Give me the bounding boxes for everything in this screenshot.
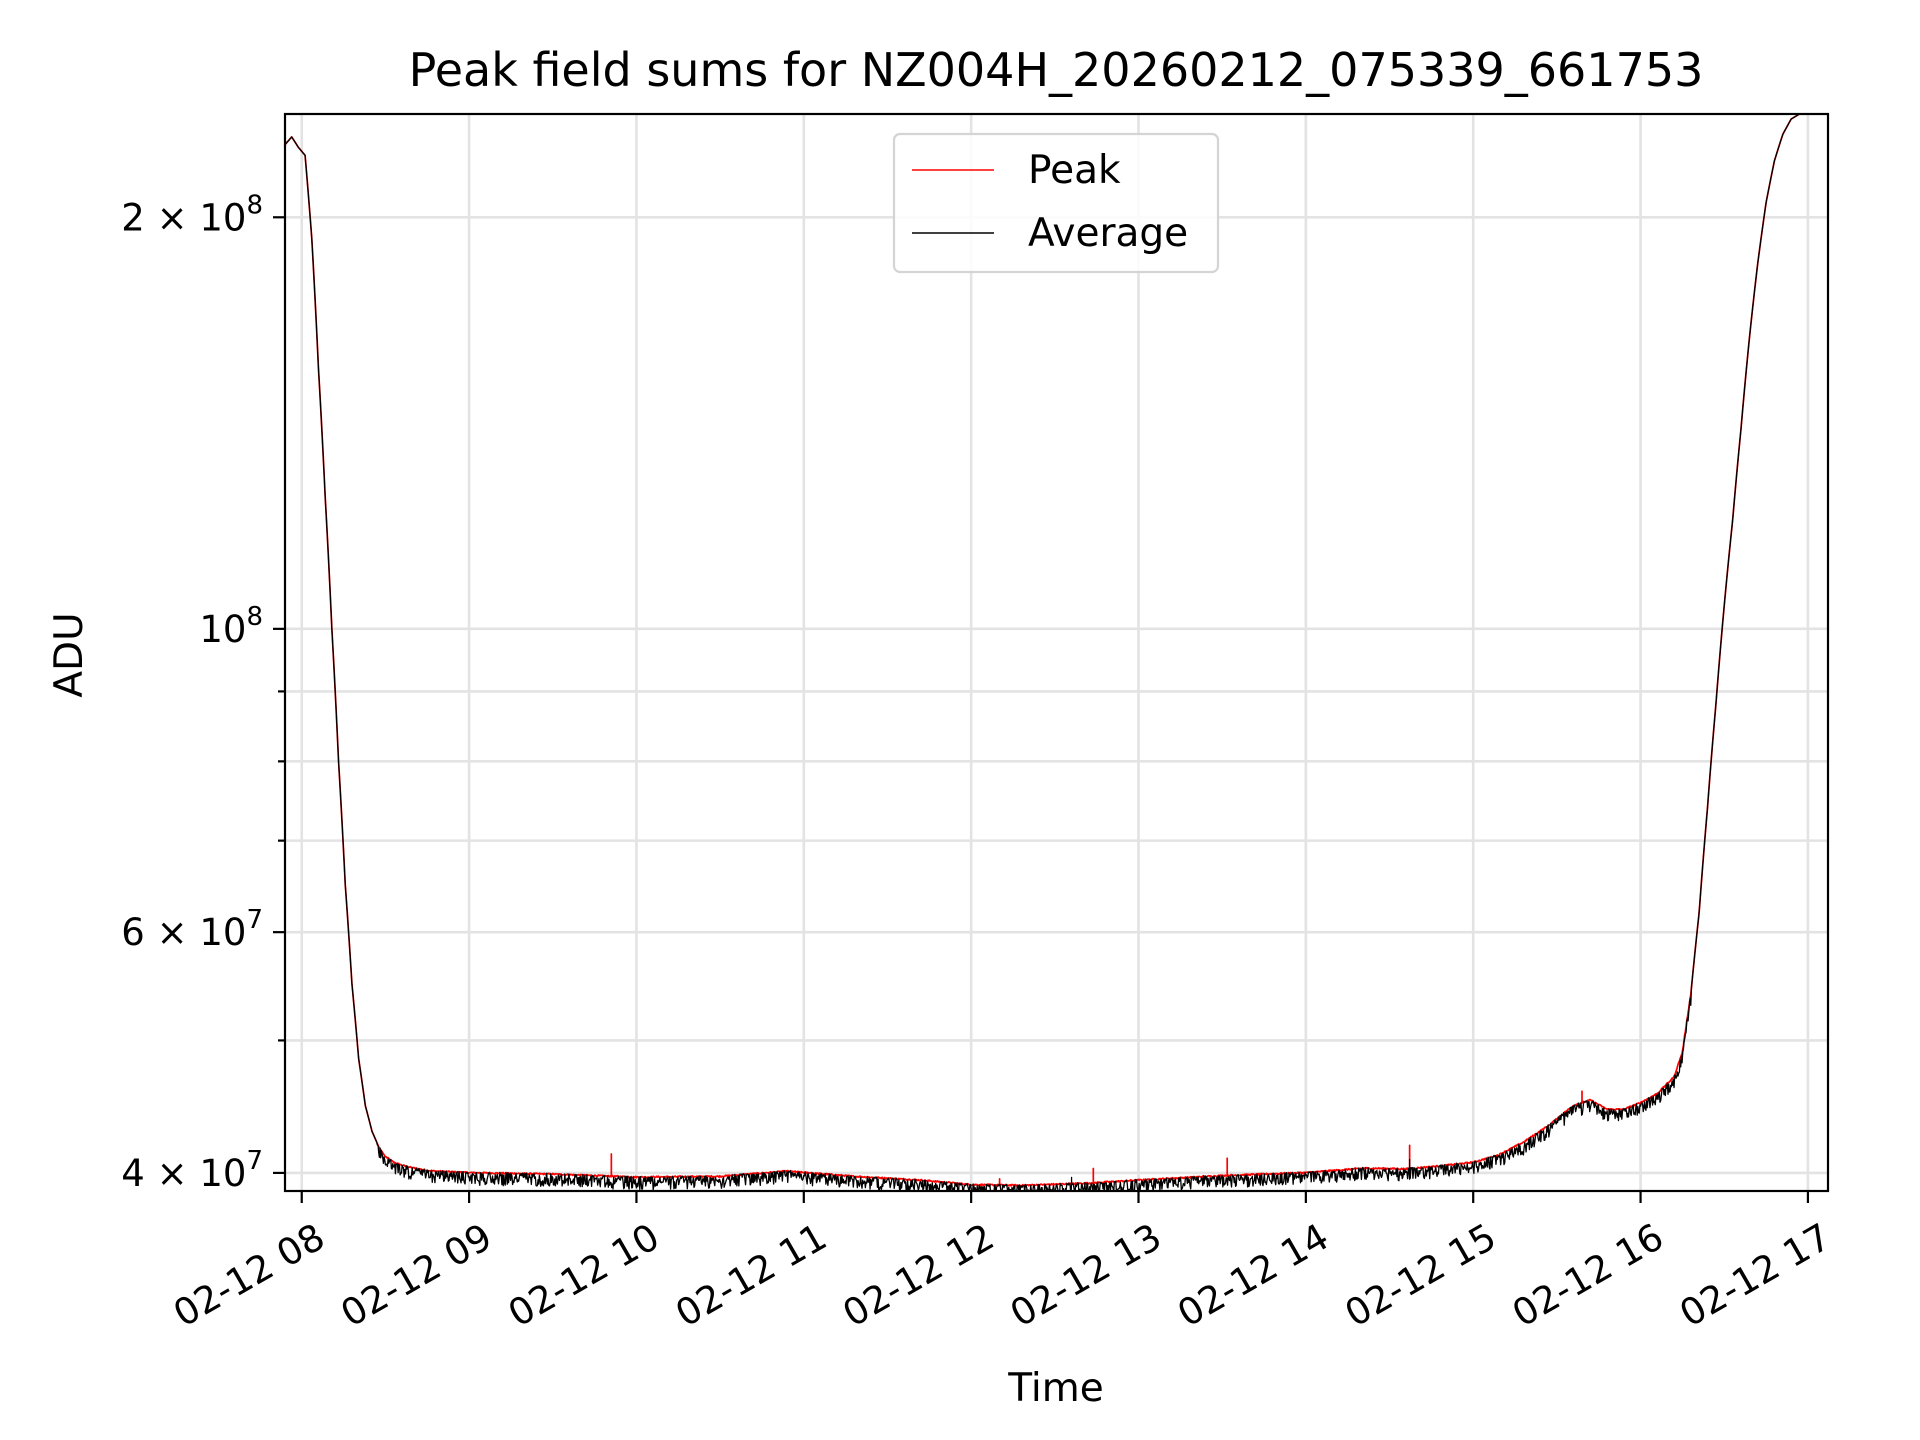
y-tick-label: 2 × 108 bbox=[121, 190, 263, 239]
legend-peak-label: Peak bbox=[1028, 148, 1121, 193]
series-average-line bbox=[285, 114, 1828, 1191]
legend: Peak Average bbox=[892, 132, 1220, 274]
y-tick-label: 108 bbox=[199, 602, 263, 651]
x-axis-label: Time bbox=[1007, 1366, 1103, 1411]
chart-title: Peak field sums for NZ004H_20260212_0753… bbox=[409, 43, 1704, 97]
legend-frame bbox=[892, 132, 1220, 274]
y-axis-label: ADU bbox=[47, 612, 92, 697]
y-axis: 4 × 107 6 × 107 108 2 × 108 bbox=[121, 190, 285, 1195]
legend-average-label: Average bbox=[1028, 211, 1188, 256]
plot-frame bbox=[283, 112, 1830, 1193]
y-tick-label: 6 × 107 bbox=[121, 905, 263, 954]
y-tick-label: 4 × 107 bbox=[121, 1146, 263, 1195]
plot-series-area bbox=[285, 114, 1828, 1191]
